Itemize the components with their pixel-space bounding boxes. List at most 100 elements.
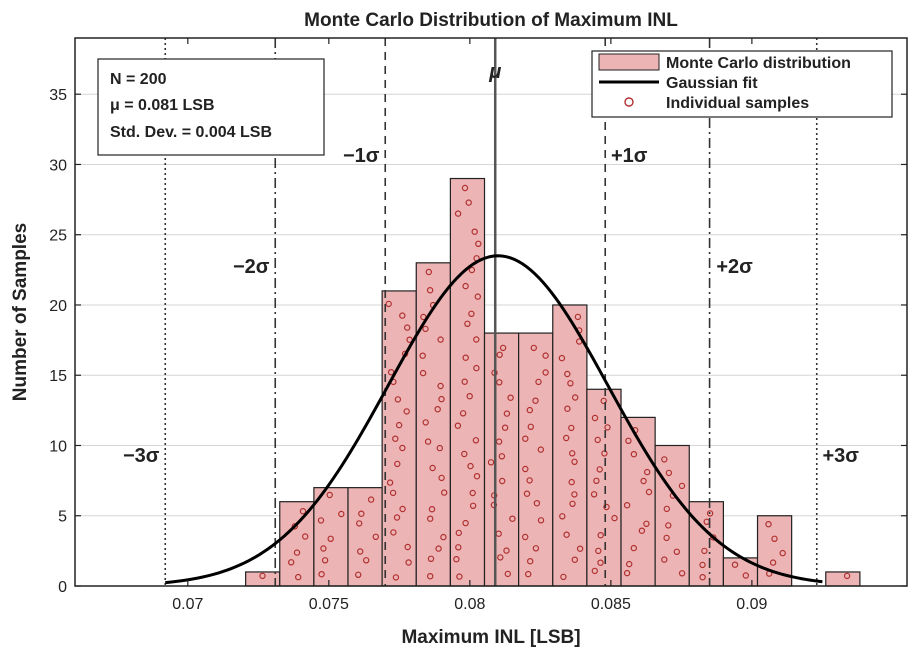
sample-markers xyxy=(259,184,851,581)
sample-marker xyxy=(387,369,395,376)
sample-marker xyxy=(769,559,777,566)
sample-marker xyxy=(706,510,714,517)
sample-marker xyxy=(405,559,412,566)
sample-marker xyxy=(527,423,535,430)
sample-marker xyxy=(490,501,498,509)
sample-marker xyxy=(437,336,444,343)
gaussian-fit-curve xyxy=(165,254,823,585)
sample-marker xyxy=(542,352,549,359)
histogram-bar-2 xyxy=(313,487,349,587)
histogram-bar-7 xyxy=(483,332,520,587)
sample-marker xyxy=(403,408,410,415)
sample-marker xyxy=(530,344,538,352)
sample-marker xyxy=(731,561,739,568)
sample-marker xyxy=(291,523,298,530)
sample-marker xyxy=(576,545,584,552)
sample-marker xyxy=(532,545,540,552)
sample-marker xyxy=(317,517,325,524)
sample-marker xyxy=(469,502,477,509)
sample-marker xyxy=(568,478,575,486)
stats-mean: μ = 0.081 LSB xyxy=(110,97,215,114)
sample-marker xyxy=(522,465,529,473)
axis-ticks: 0.07 0.075 0.08 0.085 0.09 0 5 10 15 20 25 30 35 xyxy=(49,38,907,613)
chart-title: Monte Carlo Distribution of Maximum INL xyxy=(304,10,678,31)
sample-marker xyxy=(394,460,401,468)
sample-marker xyxy=(437,382,444,390)
sample-marker xyxy=(567,380,574,387)
sample-marker xyxy=(389,489,397,497)
sample-marker xyxy=(357,548,364,555)
sample-marker xyxy=(600,397,607,405)
sample-marker xyxy=(288,559,295,566)
sample-marker xyxy=(559,513,566,520)
sample-marker xyxy=(742,572,750,579)
sample-marker xyxy=(507,394,514,401)
sample-marker xyxy=(564,405,571,412)
sample-marker xyxy=(678,570,686,577)
sample-marker xyxy=(440,533,447,541)
sample-marker xyxy=(701,547,708,555)
sample-marker xyxy=(461,450,468,458)
sample-marker xyxy=(645,488,653,496)
sample-marker xyxy=(455,529,462,537)
histogram-bar-10 xyxy=(586,388,622,587)
sample-marker xyxy=(424,438,432,445)
sample-marker xyxy=(327,535,334,543)
y-tick-label-3: 15 xyxy=(49,368,67,385)
sample-marker xyxy=(611,514,618,522)
legend-swatch-histogram xyxy=(598,53,660,71)
sample-marker xyxy=(603,503,610,511)
sample-marker xyxy=(468,266,476,274)
stats-box: N = 200 μ = 0.081 LSB Std. Dev. = 0.004 … xyxy=(97,58,325,156)
sample-marker xyxy=(526,477,533,484)
sample-marker xyxy=(326,491,333,499)
sample-marker xyxy=(474,293,481,300)
sample-marker xyxy=(422,419,429,426)
sample-marker xyxy=(496,351,503,358)
sample-marker xyxy=(454,210,462,217)
histogram-bar-1 xyxy=(279,501,315,587)
sample-marker xyxy=(765,521,772,528)
sample-marker xyxy=(594,436,601,444)
sample-marker xyxy=(571,556,579,563)
sample-marker xyxy=(471,228,478,235)
sample-marker xyxy=(427,515,434,522)
sample-marker xyxy=(497,554,504,561)
sample-marker xyxy=(638,527,646,534)
sample-marker xyxy=(509,515,516,522)
reference-label-6: +3σ xyxy=(823,445,860,467)
stats-std: Std. Dev. = 0.004 LSB xyxy=(110,124,272,141)
sample-marker xyxy=(643,520,650,528)
sample-marker xyxy=(665,522,672,529)
sample-marker xyxy=(461,184,469,192)
sample-marker xyxy=(404,543,411,551)
sample-marker xyxy=(522,435,529,442)
sample-marker xyxy=(434,406,441,413)
sample-marker xyxy=(399,505,406,513)
sample-marker xyxy=(640,477,647,485)
sample-marker xyxy=(487,459,495,466)
sample-marker xyxy=(302,533,309,540)
histogram-bar-13 xyxy=(688,501,724,587)
sample-marker xyxy=(542,369,549,376)
sample-marker xyxy=(475,240,482,247)
sample-marker xyxy=(503,547,510,554)
sample-marker xyxy=(295,573,302,581)
histogram-bar-11 xyxy=(620,416,656,587)
sample-marker xyxy=(436,444,443,452)
sample-marker xyxy=(462,519,469,527)
sample-marker xyxy=(532,397,539,404)
y-tick-label-6: 30 xyxy=(49,157,67,174)
sample-marker xyxy=(462,282,469,290)
sample-marker xyxy=(626,560,633,568)
sample-marker xyxy=(363,557,370,564)
legend-swatch-samples xyxy=(624,97,634,107)
sample-marker xyxy=(355,571,362,579)
sample-marker xyxy=(572,394,579,401)
sample-marker xyxy=(673,548,681,556)
reference-label-0: μ xyxy=(488,61,501,83)
sample-marker xyxy=(495,438,503,445)
sample-marker xyxy=(564,370,571,378)
sample-marker xyxy=(591,414,599,422)
sample-marker xyxy=(663,505,671,513)
